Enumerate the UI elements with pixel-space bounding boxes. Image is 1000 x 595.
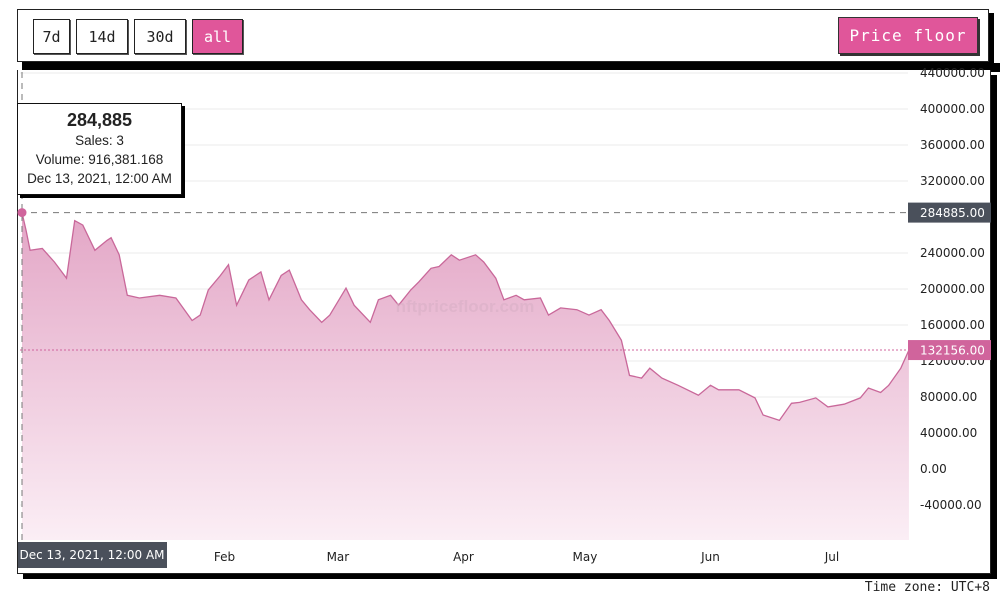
timezone-label: Time zone: UTC+8 (864, 580, 990, 595)
crosshair-price-label (908, 202, 991, 223)
watermark: nftpricefloor.com (396, 297, 535, 316)
y-tick-label: 240000.00 (920, 246, 985, 260)
x-tick-label: Apr (453, 550, 474, 564)
last-price-label (908, 340, 991, 361)
y-tick-label: 80000.00 (920, 390, 977, 404)
y-tick-label: 0.00 (920, 462, 947, 476)
y-tick-label: 40000.00 (920, 426, 977, 440)
crosshair-date-text: Dec 13, 2021, 12:00 AM (19, 548, 164, 562)
hover-point (17, 208, 27, 218)
x-tick-label: Jun (700, 550, 720, 564)
range-7d-button[interactable]: 7d (33, 19, 70, 54)
y-tick-label: -40000.00 (920, 498, 982, 512)
range-30d-button[interactable]: 30d (134, 19, 186, 54)
crosshair-date-label (18, 542, 167, 568)
last-price-text: 132156.00 (920, 344, 985, 358)
tooltip-volume: Volume: 916,381.168 (35, 152, 164, 167)
crosshair-price-text: 284885.00 (920, 206, 985, 220)
y-tick-label: 200000.00 (920, 282, 985, 296)
y-tick-label: 400000.00 (920, 102, 985, 116)
y-tick-label: 160000.00 (920, 318, 985, 332)
x-tick-label: Mar (327, 550, 350, 564)
tooltip-date: Dec 13, 2021, 12:00 AM (27, 171, 172, 186)
range-14d-button[interactable]: 14d (76, 19, 128, 54)
chart-top-bar (22, 63, 1000, 72)
price-floor-button[interactable]: Price floor (838, 17, 978, 54)
y-tick-label: 440000.00 (920, 66, 985, 80)
tooltip-price: 284,885 (66, 110, 133, 130)
x-tick-label: Jul (824, 550, 839, 564)
y-tick-label: 360000.00 (920, 138, 985, 152)
tooltip-sales: Sales: 3 (75, 133, 124, 148)
x-tick-label: May (573, 550, 598, 564)
price-area (22, 212, 909, 540)
y-tick-label: 320000.00 (920, 174, 985, 188)
range-all-button[interactable]: all (192, 19, 243, 54)
toolbar: 7d 14d 30d all Price floor (17, 9, 989, 62)
tooltip: 284,885 Sales: 3 Volume: 916,381.168 Dec… (17, 103, 182, 195)
x-tick-label: Feb (214, 550, 235, 564)
price-line (21, 212, 910, 422)
